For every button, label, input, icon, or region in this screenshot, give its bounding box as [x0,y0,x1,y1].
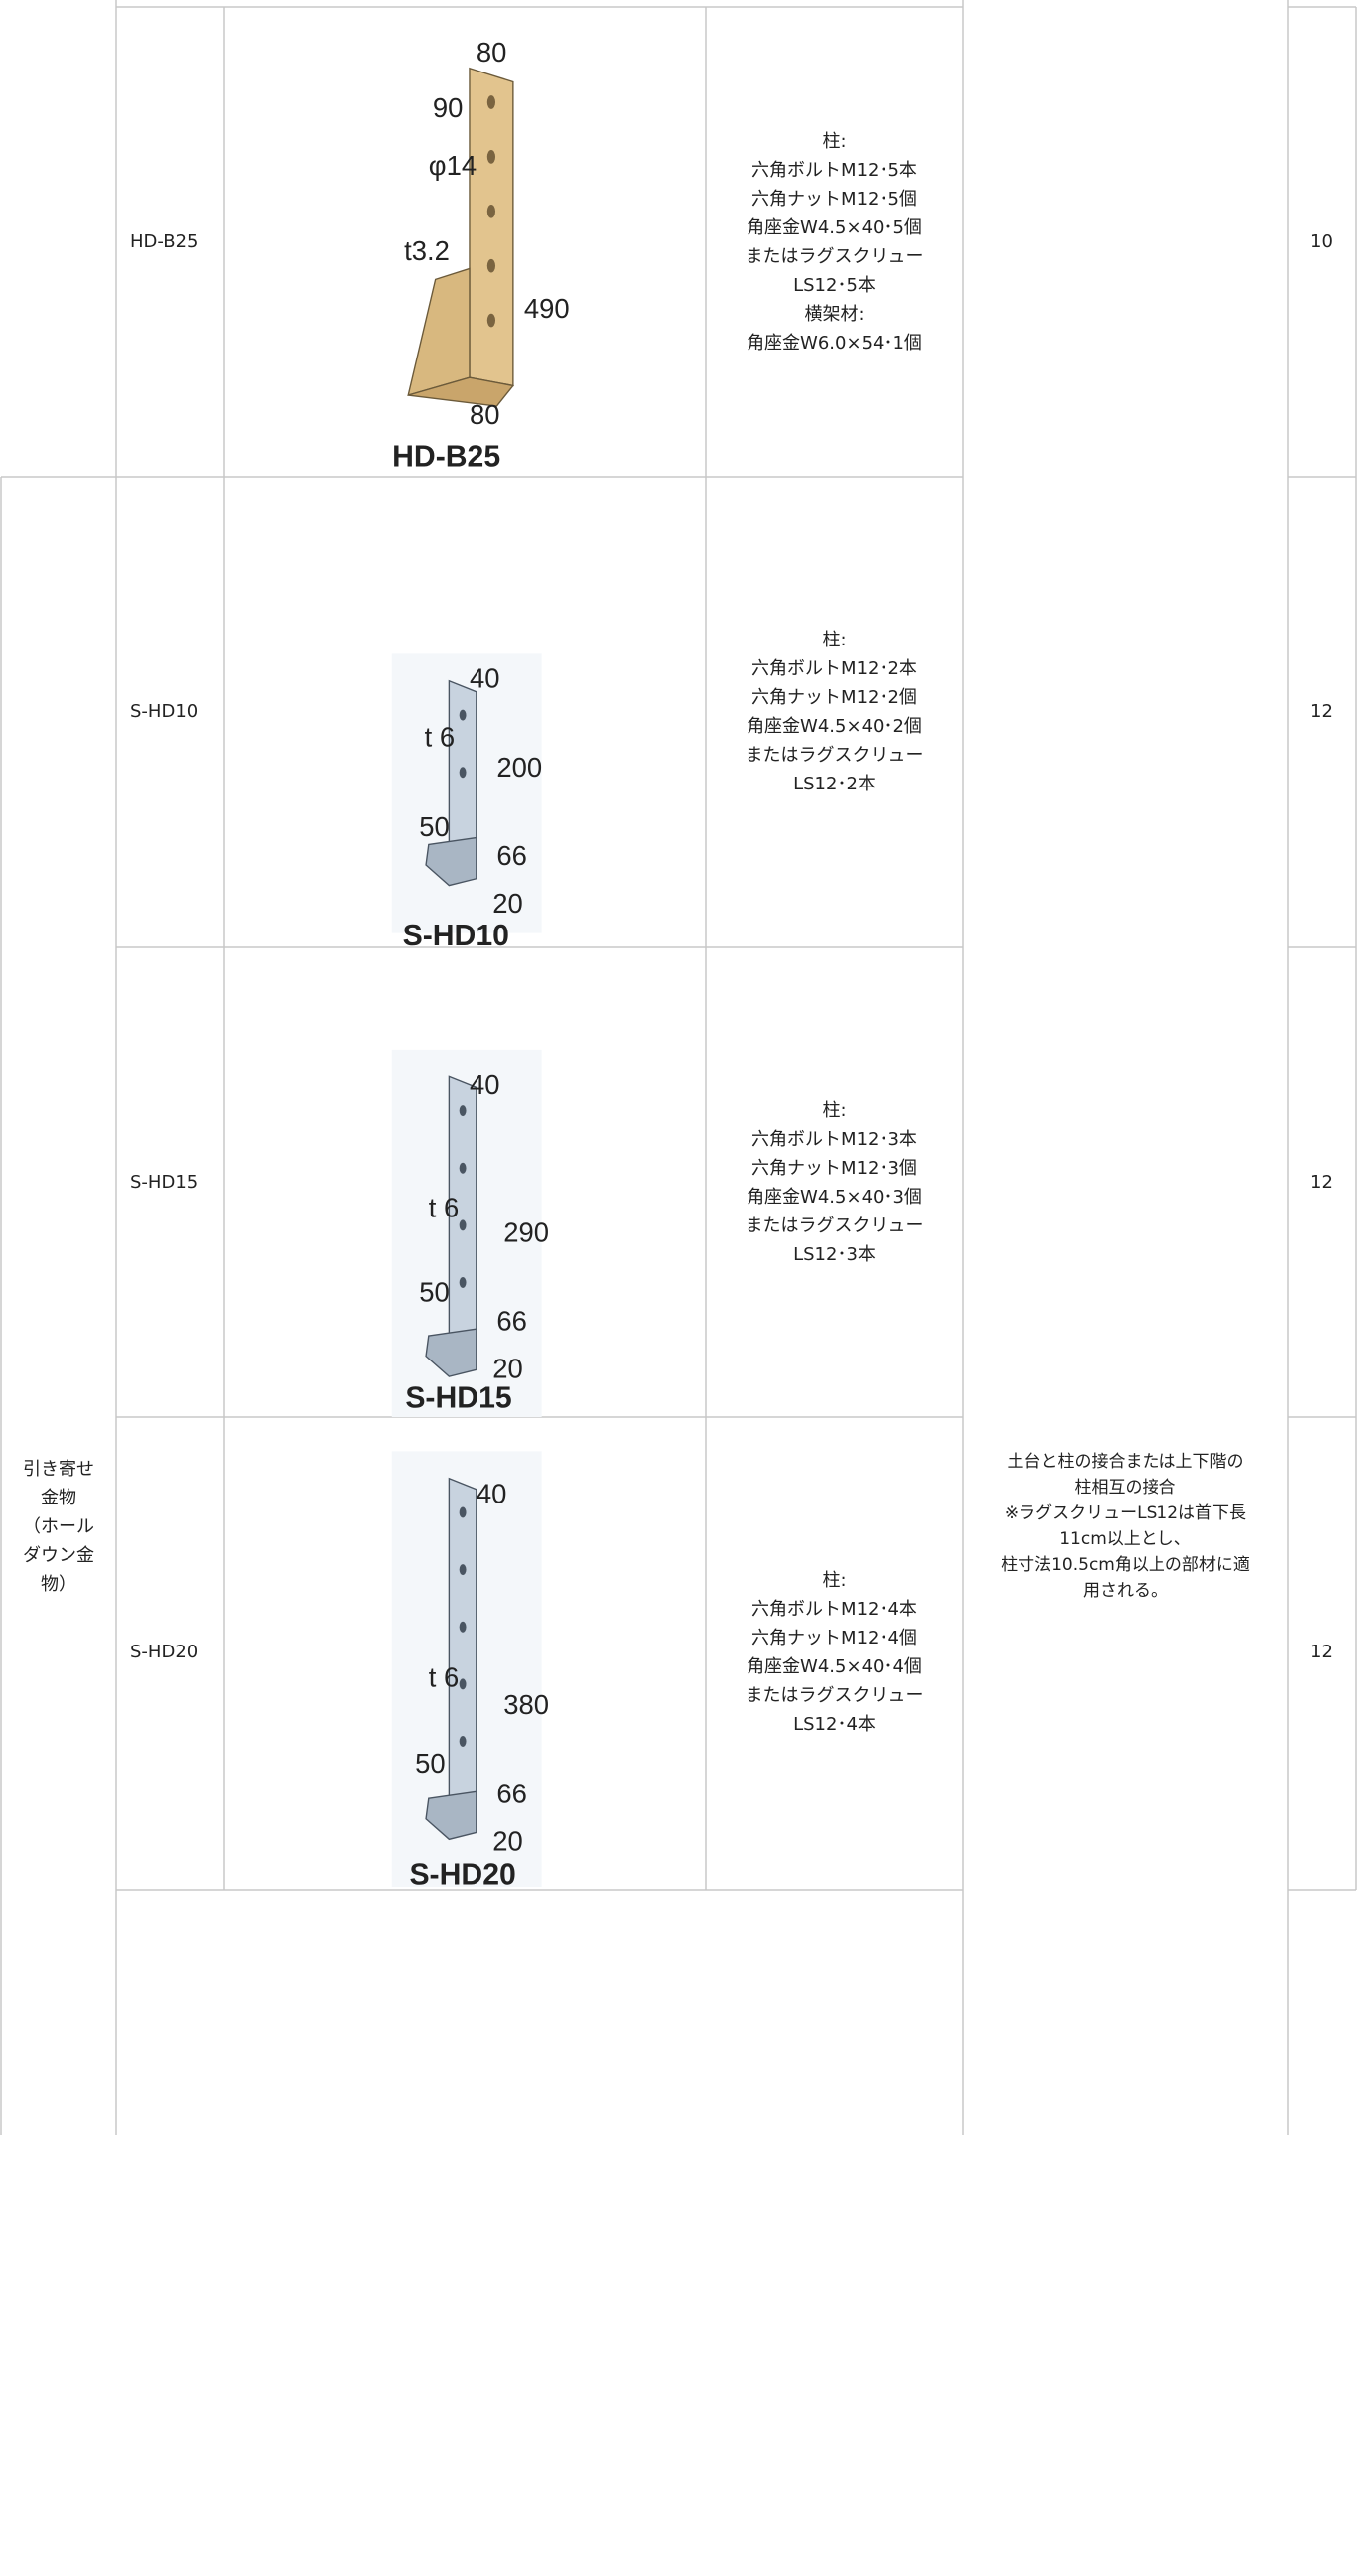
dimension-label: 490 [524,293,570,324]
caption: S-HD10 [403,920,509,946]
fasteners: 柱: 六角ボルトM12･4本 六角ナットM12･4個 角座金W4.5×40･4個… [745,1569,924,1735]
dimension-label: 80 [477,37,507,68]
hole [459,1621,467,1633]
dimension-label: 66 [496,840,527,871]
fasteners: 柱: 六角ボルトM12･2本 六角ナットM12･2個 角座金W4.5×40･2個… [745,629,924,794]
count: 12 [1310,1642,1333,1662]
dimension-label: 20 [492,1825,523,1856]
count: 12 [1310,701,1333,722]
fasteners: 柱: 六角ボルトM12･5本 六角ナットM12･5個 角座金W4.5×40･5個… [745,130,924,354]
base [408,376,515,407]
hole [459,1277,467,1288]
dimension-label: 290 [503,1216,549,1247]
hole [459,1736,467,1748]
hole [459,1219,467,1231]
dimension-label: 50 [415,1748,446,1779]
hole [486,204,496,218]
fasteners: 柱: 六角ボルトM12･3本 六角ナットM12･3個 角座金W4.5×40･3個… [745,1099,924,1265]
dimension-label: 200 [496,752,542,783]
dimension-label: t3.2 [404,235,450,266]
illustration: 80 90 φ14 t3.2 490 80 HD-B25 [392,37,569,473]
dimension-label: t 6 [429,1662,460,1693]
category: 引き寄せ 金物 （ホール ダウン金 物） [23,1458,94,1595]
hole [486,258,496,273]
dimension-label: 20 [492,888,523,919]
hole [459,709,467,721]
illustration: 40 t 6 290 50 66 20S-HD15 [391,1049,549,1417]
caption: S-HD20 [409,1859,515,1887]
dimension-label: t 6 [429,1193,460,1223]
count: 10 [1310,231,1333,252]
dimension-label: 66 [496,1778,527,1808]
model: S-HD10 [130,701,199,722]
dimension-label: φ14 [429,150,477,181]
hole [459,1506,467,1518]
illustration: 40 t 6 200 50 66 20S-HD10 [391,653,542,946]
dimension-label: 66 [496,1306,527,1337]
model: S-HD20 [130,1642,199,1662]
dimension-label: 90 [433,92,464,123]
hole [459,1678,467,1690]
count: 12 [1310,1172,1333,1193]
plate [448,1477,477,1827]
model: S-HD15 [130,1172,199,1193]
hole [459,767,467,779]
dimension-label: 50 [419,1277,450,1308]
hole [486,313,496,328]
dimension-label: 40 [470,663,500,694]
gusset [407,267,471,397]
dimension-label: 40 [470,1070,500,1100]
product-image: 40 t 6 200 50 66 20S-HD10 [391,653,542,946]
dimension-label: 20 [492,1354,523,1384]
hole [486,150,496,164]
illustration: 40 t 6 380 50 66 20 S-HD20 [391,1451,549,1887]
page: 引き寄せ 金物 （ホール ダウン金 物） 土台と柱の接合または上下階の 柱相互の… [0,0,1357,2135]
hole [459,1105,467,1117]
plate [469,67,514,387]
dimension-label: 50 [419,811,450,842]
dimension-label: 40 [477,1478,507,1508]
dimension-label: t 6 [425,722,456,753]
table-grid [0,0,1357,2135]
hook [425,836,477,887]
product-image: 80 90 φ14 t3.2 490 80 HD-B25 [392,37,569,473]
dimension-label: 380 [503,1689,549,1720]
hole [459,1162,467,1174]
product-image: 40 t 6 380 50 66 20 S-HD20 [391,1451,549,1887]
model: HD-B25 [130,231,199,252]
caption: S-HD15 [405,1382,511,1415]
hole [459,1564,467,1576]
dimension-label: 80 [470,399,500,430]
hook [425,1790,477,1841]
caption: HD-B25 [392,440,500,473]
product-image: 40 t 6 290 50 66 20S-HD15 [391,1049,549,1417]
hole [486,95,496,109]
hook [425,1328,477,1377]
note: 土台と柱の接合または上下階の 柱相互の接合 ※ラグスクリューLS12は首下長 1… [1001,1452,1250,1601]
